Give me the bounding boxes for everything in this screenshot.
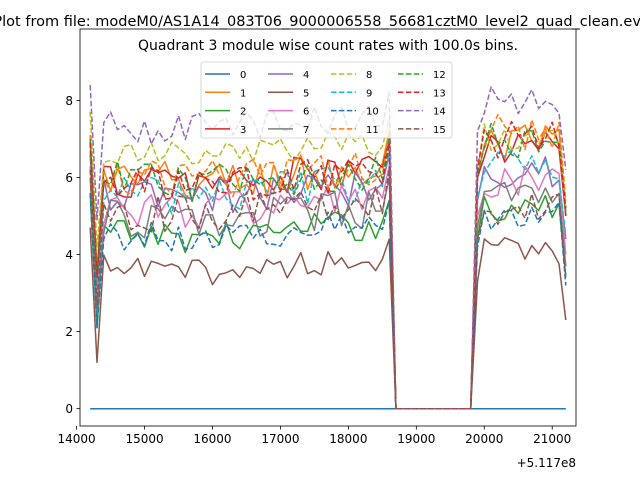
series-layer: [89, 84, 567, 410]
legend-label-11: 11: [366, 125, 379, 136]
legend-label-5: 5: [303, 88, 309, 99]
chart-suptitle: Plot from file: modeM0/AS1A14_083T06_900…: [0, 14, 640, 30]
x-tick-label: 19000: [397, 432, 435, 446]
series-line-9: [89, 149, 567, 410]
y-tick-label: 8: [65, 94, 73, 108]
legend-label-3: 3: [240, 125, 246, 136]
legend-label-13: 13: [433, 88, 446, 99]
x-tick-label: 21000: [533, 432, 571, 446]
series-line-15: [89, 168, 567, 410]
legend-box: [200, 61, 453, 139]
legend-label-10: 10: [366, 107, 379, 118]
legend-label-4: 4: [303, 70, 309, 81]
y-tick-label: 6: [65, 171, 73, 185]
legend-label-6: 6: [303, 107, 309, 118]
series-line-10: [89, 192, 567, 410]
x-offset-label: +5.117e8: [517, 456, 576, 470]
y-tick-label: 0: [65, 402, 73, 416]
series-line-13: [89, 120, 567, 410]
legend-label-14: 14: [433, 107, 446, 118]
legend-label-1: 1: [240, 88, 246, 99]
y-tick-label: 4: [65, 248, 73, 262]
legend-label-0: 0: [240, 70, 246, 81]
series-line-7: [89, 176, 567, 410]
x-tick-label: 18000: [329, 432, 367, 446]
series-line-5: [89, 227, 567, 410]
legend-label-8: 8: [366, 70, 372, 81]
x-tick-label: 17000: [261, 432, 299, 446]
legend-label-9: 9: [366, 88, 372, 99]
series-line-12: [89, 122, 567, 410]
series-line-8: [89, 111, 567, 410]
x-tick-label: 14000: [58, 432, 96, 446]
series-line-11: [89, 113, 567, 410]
legend-label-2: 2: [240, 107, 246, 118]
legend-label-7: 7: [303, 125, 309, 136]
axes-layer: 14000 15000 16000 17000 18000 19000 20000 21000…: [58, 28, 577, 446]
x-tick-label: 20000: [465, 432, 503, 446]
y-tick-label: 2: [65, 325, 73, 339]
x-tick-label: 16000: [193, 432, 231, 446]
chart-title: Quadrant 3 module wise count rates with …: [138, 38, 518, 54]
x-tick-label: 15000: [125, 432, 163, 446]
axes-frame: [79, 28, 577, 427]
legend-label-15: 15: [433, 125, 446, 136]
legend-label-12: 12: [433, 70, 446, 81]
series-line-6: [89, 165, 567, 410]
